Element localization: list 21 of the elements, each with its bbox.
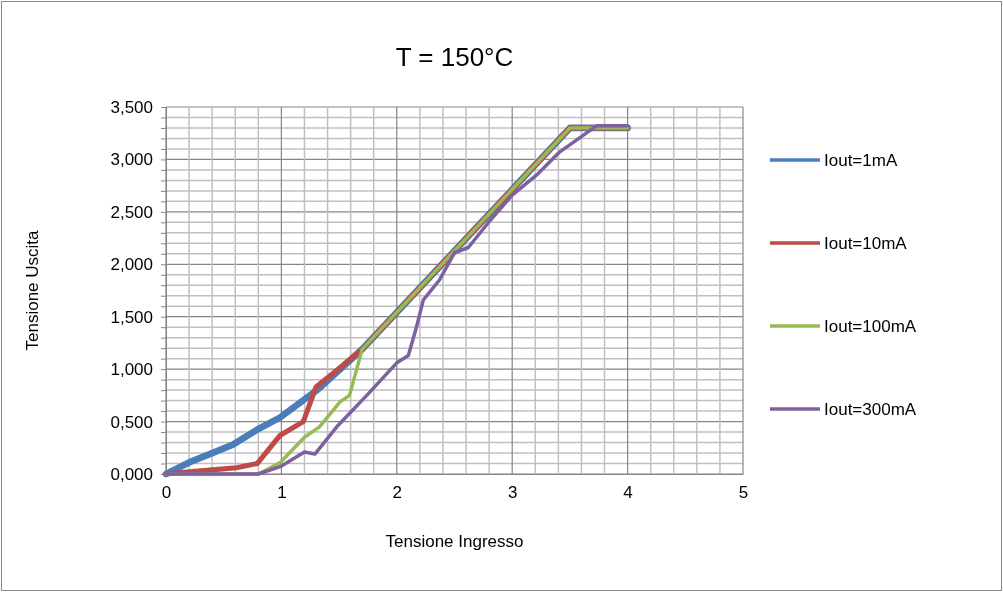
legend-label: Iout=100mA: [824, 317, 917, 336]
y-axis-title: Tensione Uscita: [23, 229, 42, 351]
y-tick-label: 0,000: [110, 464, 153, 484]
legend-label: Iout=300mA: [824, 400, 917, 419]
x-tick-label: 2: [392, 483, 403, 503]
x-tick-label: 0: [161, 483, 172, 503]
legend-label: Iout=10mA: [824, 234, 908, 253]
y-tick-label: 1,000: [110, 360, 153, 380]
y-tick-label: 2,000: [110, 255, 153, 275]
y-tick-label: 3,500: [110, 97, 153, 117]
x-axis-title: Tensione Ingresso: [385, 532, 524, 551]
legend-label: Iout=1mA: [824, 151, 898, 170]
x-tick-label: 5: [738, 483, 749, 503]
x-tick-label: 1: [277, 483, 287, 503]
y-tick-label: 3,000: [110, 150, 153, 170]
chart-title: T = 150°C: [395, 42, 514, 72]
y-tick-label: 0,500: [110, 412, 153, 432]
y-tick-label: 1,500: [110, 307, 153, 327]
y-tick-label: 2,500: [110, 202, 153, 222]
x-tick-label: 4: [623, 483, 633, 503]
x-tick-label: 3: [507, 483, 518, 503]
